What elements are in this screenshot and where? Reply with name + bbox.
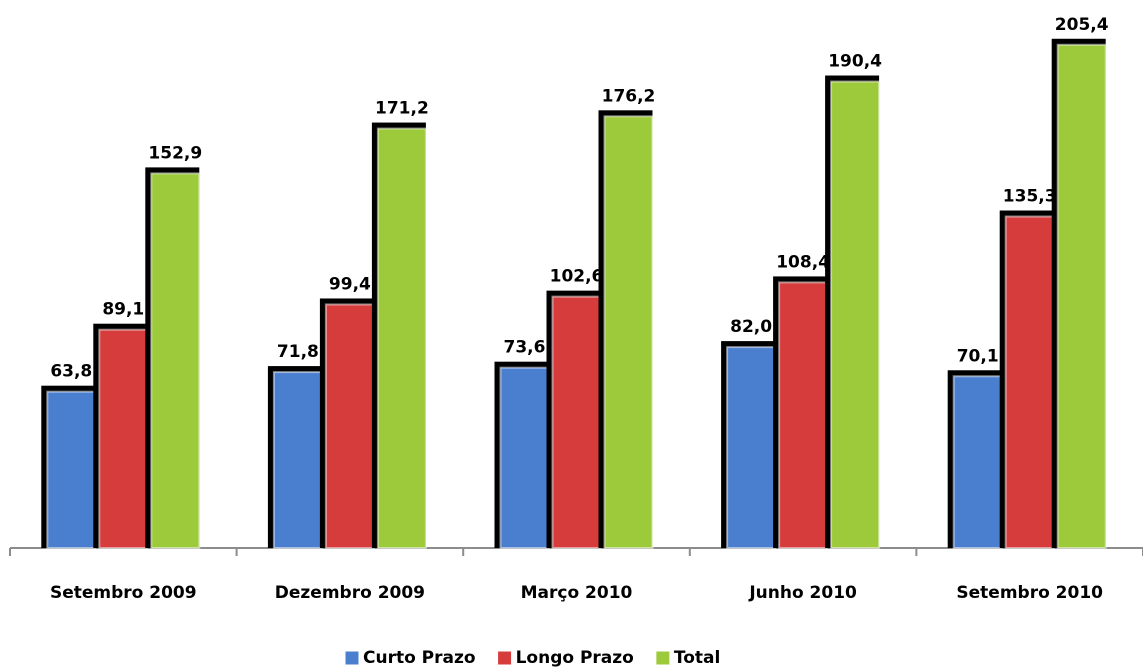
legend-swatch xyxy=(655,650,671,666)
bar xyxy=(376,127,427,549)
value-label: 71,8 xyxy=(277,342,319,362)
legend-label: Total xyxy=(674,648,720,668)
bar xyxy=(726,346,777,549)
bar xyxy=(603,115,654,549)
x-tick-label: Março 2010 xyxy=(521,583,633,603)
value-label: 63,8 xyxy=(50,362,92,382)
bar xyxy=(830,80,881,550)
value-label: 73,6 xyxy=(504,338,546,358)
value-label: 205,4 xyxy=(1055,15,1109,35)
value-label: 135,3 xyxy=(1003,187,1057,207)
value-label: 70,1 xyxy=(957,346,999,366)
legend-swatch xyxy=(344,650,360,666)
value-label: 152,9 xyxy=(148,143,202,163)
bar xyxy=(1056,43,1107,550)
value-label: 89,1 xyxy=(102,300,144,320)
value-label: 99,4 xyxy=(329,274,371,294)
value-label: 176,2 xyxy=(602,86,656,106)
value-label: 171,2 xyxy=(375,99,429,119)
value-label: 190,4 xyxy=(828,52,882,72)
bar xyxy=(150,172,201,550)
bar xyxy=(324,303,375,549)
bar xyxy=(499,366,550,549)
bar xyxy=(272,371,323,549)
value-label: 82,0 xyxy=(730,317,772,337)
legend-label: Curto Prazo xyxy=(363,648,476,668)
bar xyxy=(1004,215,1055,549)
bar xyxy=(46,390,97,549)
bar xyxy=(952,375,1003,549)
bar xyxy=(778,281,829,549)
value-label: 102,6 xyxy=(550,267,604,287)
x-tick-label: Setembro 2009 xyxy=(50,583,197,603)
x-tick-label: Dezembro 2009 xyxy=(275,583,425,603)
value-label: 108,4 xyxy=(776,252,830,272)
legend-swatch xyxy=(497,650,513,666)
x-tick-label: Setembro 2010 xyxy=(956,583,1103,603)
legend-label: Longo Prazo xyxy=(516,648,634,668)
bar xyxy=(551,295,602,549)
x-tick-label: Junho 2010 xyxy=(748,583,857,603)
bar xyxy=(98,328,149,549)
